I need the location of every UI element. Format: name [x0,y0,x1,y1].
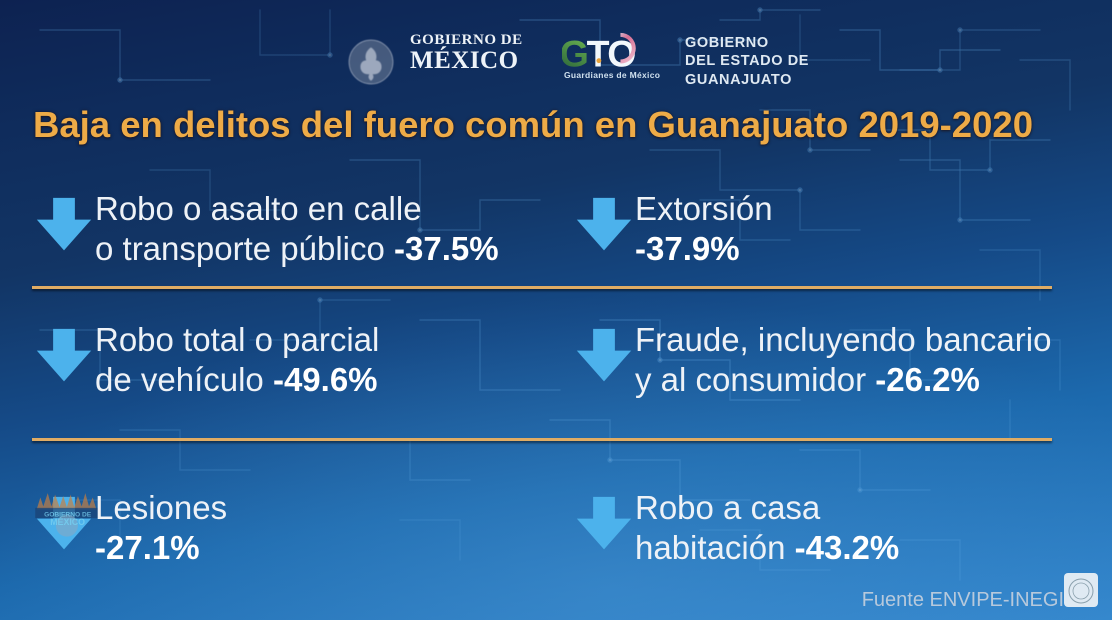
svg-text:GTO: GTO [562,32,635,74]
